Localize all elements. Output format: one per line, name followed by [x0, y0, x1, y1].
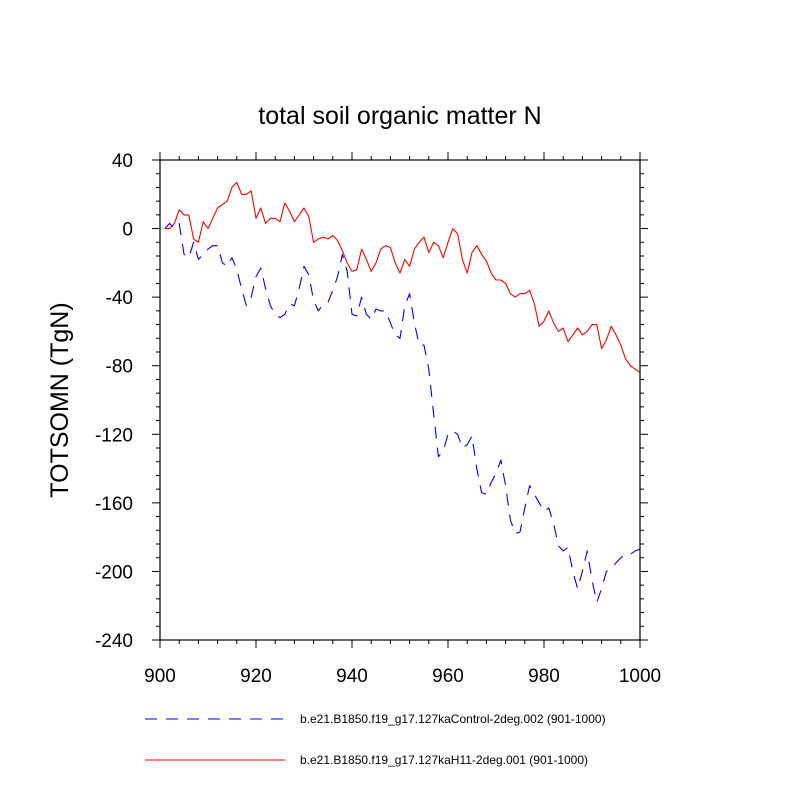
x-tick-label: 1000: [619, 666, 661, 687]
series-line-1: [164, 222, 641, 603]
series-line-2: [164, 181, 641, 374]
series-lines: [164, 181, 641, 603]
x-tick-label: 960: [432, 666, 464, 687]
y-axis-label: TOTSOMN (TgN): [46, 302, 74, 497]
y-tick-label: -40: [106, 288, 133, 309]
plot-frame: [159, 159, 641, 641]
y-tick-label: -80: [106, 357, 133, 378]
x-tick-label: 940: [336, 666, 368, 687]
y-tick-label: -200: [95, 562, 133, 583]
legend-label-2: b.e21.B1850.f19_g17.127kaH11-2deg.001 (9…: [300, 753, 588, 767]
y-tick-label: -240: [95, 631, 133, 652]
y-tick-label: -160: [95, 494, 133, 515]
x-tick-label: 920: [240, 666, 272, 687]
x-tick-labels: 900 920 940 960 980 1000: [144, 666, 661, 687]
legend: b.e21.B1850.f19_g17.127kaControl-2deg.00…: [145, 712, 606, 767]
axis-ticks: [152, 152, 648, 648]
x-tick-label: 900: [144, 666, 176, 687]
x-tick-label: 980: [528, 666, 560, 687]
y-tick-labels: 40 0 -40 -80 -120 -160 -200 -240: [95, 151, 133, 652]
y-tick-label: -120: [95, 425, 133, 446]
y-tick-label: 0: [122, 220, 133, 241]
legend-label-1: b.e21.B1850.f19_g17.127kaControl-2deg.00…: [300, 712, 606, 726]
chart-title: total soil organic matter N: [258, 102, 541, 130]
y-tick-label: 40: [112, 151, 133, 172]
